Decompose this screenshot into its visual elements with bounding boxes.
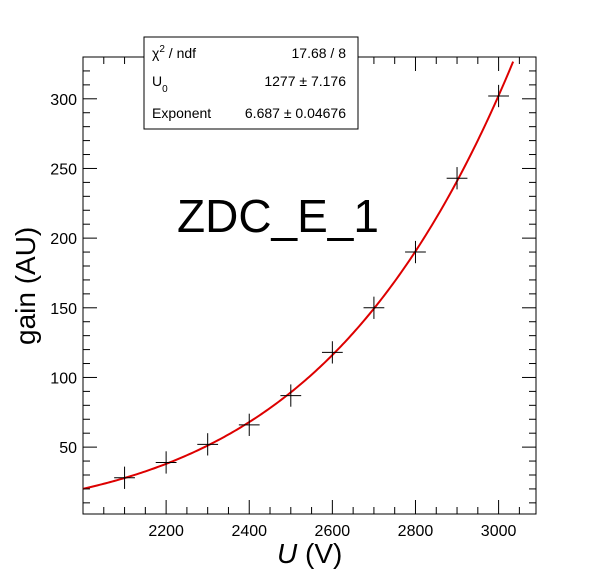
data-point xyxy=(321,341,343,364)
y-axis: 50 100 150 200 250 300 xyxy=(50,56,536,504)
fit-curve xyxy=(82,61,515,490)
y-tick-label: 300 xyxy=(50,92,77,109)
x-axis: 2200 2400 2600 2800 3000 xyxy=(82,57,520,540)
chi2-symbol: χ xyxy=(152,45,160,61)
chart-annotation: ZDC_E_1 xyxy=(177,190,379,242)
y-tick-label: 50 xyxy=(59,440,77,457)
stats-chi2-value: 17.68 / 8 xyxy=(292,45,347,61)
fit-layer xyxy=(82,61,515,490)
u0-main: U xyxy=(152,73,162,89)
data-point xyxy=(446,167,468,190)
stats-u0-value: 1277 ± 7.176 xyxy=(264,73,346,89)
stats-exp-label: Exponent xyxy=(152,105,211,121)
chi2-rest: / ndf xyxy=(165,45,196,61)
stats-exp-value: 6.687 ± 0.04676 xyxy=(245,105,346,121)
x-axis-label: U (V) xyxy=(277,538,342,569)
x-axis-label-italic: U xyxy=(277,538,298,569)
x-tick-label: 2200 xyxy=(148,523,184,540)
stats-box: χ2 / ndf 17.68 / 8 U0 1277 ± 7.176 Expon… xyxy=(143,36,359,130)
data-point xyxy=(197,433,219,456)
stats-chi2-label: χ2 / ndf xyxy=(152,44,196,61)
x-tick-label: 2600 xyxy=(315,523,351,540)
y-tick-label: 200 xyxy=(50,231,77,248)
u0-sub: 0 xyxy=(162,84,168,95)
x-axis-label-unit: (V) xyxy=(297,538,342,569)
data-point xyxy=(363,296,385,319)
data-point xyxy=(238,413,260,436)
data-point xyxy=(488,84,509,108)
y-tick-label: 100 xyxy=(50,370,77,387)
x-tick-label: 2800 xyxy=(398,523,434,540)
data-point xyxy=(155,451,177,474)
y-tick-label: 150 xyxy=(50,301,77,318)
points-layer xyxy=(114,84,509,489)
data-point xyxy=(280,384,302,407)
data-point xyxy=(405,240,426,264)
data-point xyxy=(114,466,135,489)
x-tick-label: 2400 xyxy=(231,523,267,540)
chi2-sup: 2 xyxy=(159,44,165,55)
stats-u0-label: U0 xyxy=(152,73,168,95)
x-tick-label: 3000 xyxy=(481,523,517,540)
stats-box-frame xyxy=(143,36,359,130)
y-tick-label: 250 xyxy=(50,161,77,178)
y-axis-label: gain (AU) xyxy=(10,227,41,345)
